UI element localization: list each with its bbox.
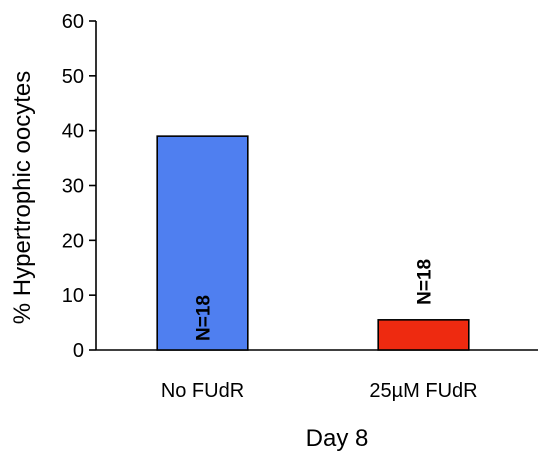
bars: N=18 N=18 bbox=[156, 135, 470, 351]
bar-data-label: N=18 bbox=[194, 295, 215, 341]
y-tick-label: 60 bbox=[62, 11, 84, 33]
y-axis-title: % Hypertrophic oocytes bbox=[9, 71, 36, 324]
y-tick-label: 10 bbox=[62, 285, 84, 307]
y-tick-label: 0 bbox=[73, 340, 84, 362]
x-tick-label: No FUdR bbox=[161, 380, 244, 402]
y-tick-label: 20 bbox=[62, 230, 84, 252]
bar bbox=[156, 135, 249, 351]
x-axis: No FUdR 25µM FUdR bbox=[96, 349, 538, 402]
bar-data-label: N=18 bbox=[415, 259, 436, 305]
y-axis: 0 10 20 30 40 50 60 bbox=[62, 11, 97, 362]
x-axis-title: Day 8 bbox=[306, 425, 369, 452]
y-tick-label: 30 bbox=[62, 176, 84, 198]
bar bbox=[377, 319, 470, 351]
y-tick-label: 50 bbox=[62, 66, 84, 88]
x-tick-label: 25µM FUdR bbox=[369, 380, 477, 402]
y-tick-label: 40 bbox=[62, 121, 84, 143]
